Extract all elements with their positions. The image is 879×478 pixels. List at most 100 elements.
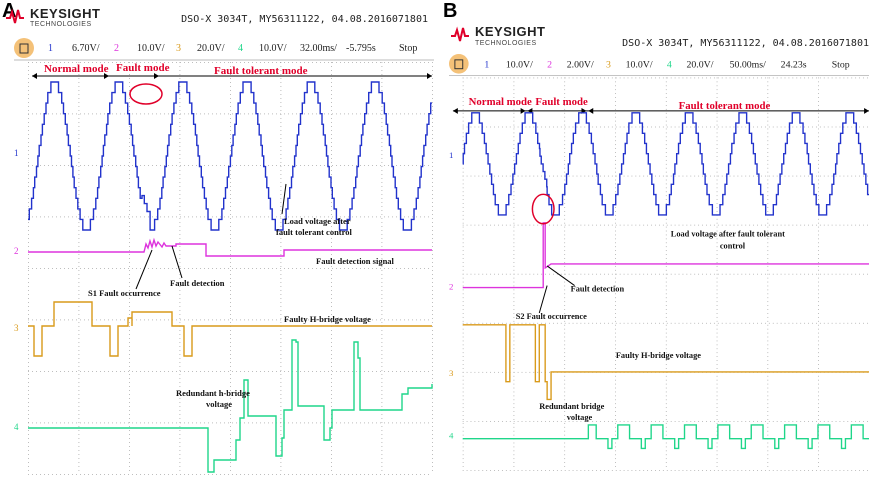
grid-dot [863, 126, 864, 128]
grid-dot [851, 126, 853, 128]
grid-dot [823, 77, 825, 79]
grid-dot [129, 366, 130, 367]
grid-dot [129, 278, 130, 279]
grid-dot [615, 399, 616, 401]
grid-dot [466, 77, 468, 79]
grid-dot [129, 354, 130, 355]
grid-dot [304, 371, 305, 372]
grid-dot [381, 126, 383, 127]
grid-dot [639, 126, 641, 128]
grid-dot [432, 334, 433, 335]
grid-dot [129, 306, 130, 307]
grid-dot [78, 270, 80, 271]
grid-dot [753, 175, 754, 177]
grid-dot [818, 254, 820, 255]
grid-dot [702, 77, 703, 79]
grid-dot [631, 224, 633, 226]
grid-dot [280, 314, 282, 315]
grid-dot [819, 322, 821, 324]
grid-dot [280, 74, 282, 75]
grid-dot [757, 322, 758, 324]
grid-dot [513, 301, 515, 303]
grid-dot [564, 320, 566, 322]
grid-dot [152, 113, 153, 115]
grid-dot [627, 77, 629, 79]
grid-dot [804, 77, 806, 79]
grid-dot [78, 386, 80, 387]
grid-dot [432, 318, 433, 319]
grid-dot [470, 126, 472, 128]
grid-dot [541, 420, 543, 422]
grid-dot [767, 344, 769, 346]
grid-dot [513, 238, 515, 240]
grid-dot [432, 270, 433, 271]
grid-dot [230, 394, 231, 395]
grid-dot [432, 94, 433, 95]
grid-dot [40, 268, 41, 269]
grid-dot [348, 371, 349, 372]
grid-dot [129, 262, 130, 263]
grid-dot [156, 165, 157, 166]
grid-dot [588, 470, 590, 471]
grid-dot [348, 216, 349, 218]
ann-redundant-hbridge: Redundant h-bridge voltage [176, 388, 250, 409]
grid-dot [615, 285, 616, 287]
grid-dot [501, 322, 503, 324]
grid-dot [462, 120, 464, 122]
grid-dot [381, 202, 383, 203]
grid-dot [280, 262, 282, 263]
grid-dot [768, 273, 770, 275]
grid-dot [733, 77, 735, 79]
grid-dot [88, 268, 89, 269]
grid-dot [462, 199, 464, 200]
ch2-marker: 2 [449, 281, 453, 291]
grid-dot [344, 474, 345, 475]
grid-dot [564, 234, 566, 236]
grid-dot [124, 62, 125, 63]
grid-dot [129, 298, 130, 299]
grid-dot [280, 426, 282, 427]
grid-dot [78, 118, 80, 119]
grid-dot [52, 422, 53, 424]
grid-dot [665, 262, 667, 263]
grid-dot [818, 226, 820, 228]
grid-dot [505, 273, 507, 275]
grid-dot [78, 298, 80, 299]
grid-dot [513, 375, 515, 377]
grid-dot [494, 175, 495, 177]
ch3-marker: 3 [14, 323, 19, 333]
grid-dot [776, 126, 778, 128]
grid-dot [819, 224, 821, 226]
menu-icon[interactable] [449, 53, 469, 74]
grid-dot [827, 126, 829, 128]
grid-dot [462, 454, 464, 456]
grid-dot [129, 454, 130, 455]
grid-dot [416, 474, 417, 475]
grid-dot [280, 142, 282, 143]
grid-dot [767, 305, 769, 306]
grid-dot [462, 258, 464, 259]
grid-dot [462, 305, 464, 306]
grid-dot [564, 466, 566, 467]
grid-dot [780, 175, 782, 177]
grid-dot [230, 462, 231, 463]
grid-dot [716, 132, 718, 134]
grid-dot [592, 470, 594, 471]
grid-dot [572, 420, 574, 422]
grid-dot [615, 230, 616, 232]
grid-dot [818, 128, 820, 130]
grid-dot [230, 418, 231, 419]
grid-dot [331, 366, 332, 367]
grid-dot [230, 438, 231, 439]
grid-dot [513, 126, 515, 128]
grid-dot [564, 434, 566, 436]
grid-dot [788, 77, 790, 79]
grid-dot [230, 174, 231, 175]
grid-dot [78, 134, 80, 135]
grid-dot [800, 126, 802, 128]
grid-dot [560, 420, 562, 422]
grid-dot [88, 216, 89, 218]
grid-dot [316, 216, 317, 218]
grid-dot [767, 93, 769, 95]
menu-icon[interactable] [14, 38, 34, 58]
